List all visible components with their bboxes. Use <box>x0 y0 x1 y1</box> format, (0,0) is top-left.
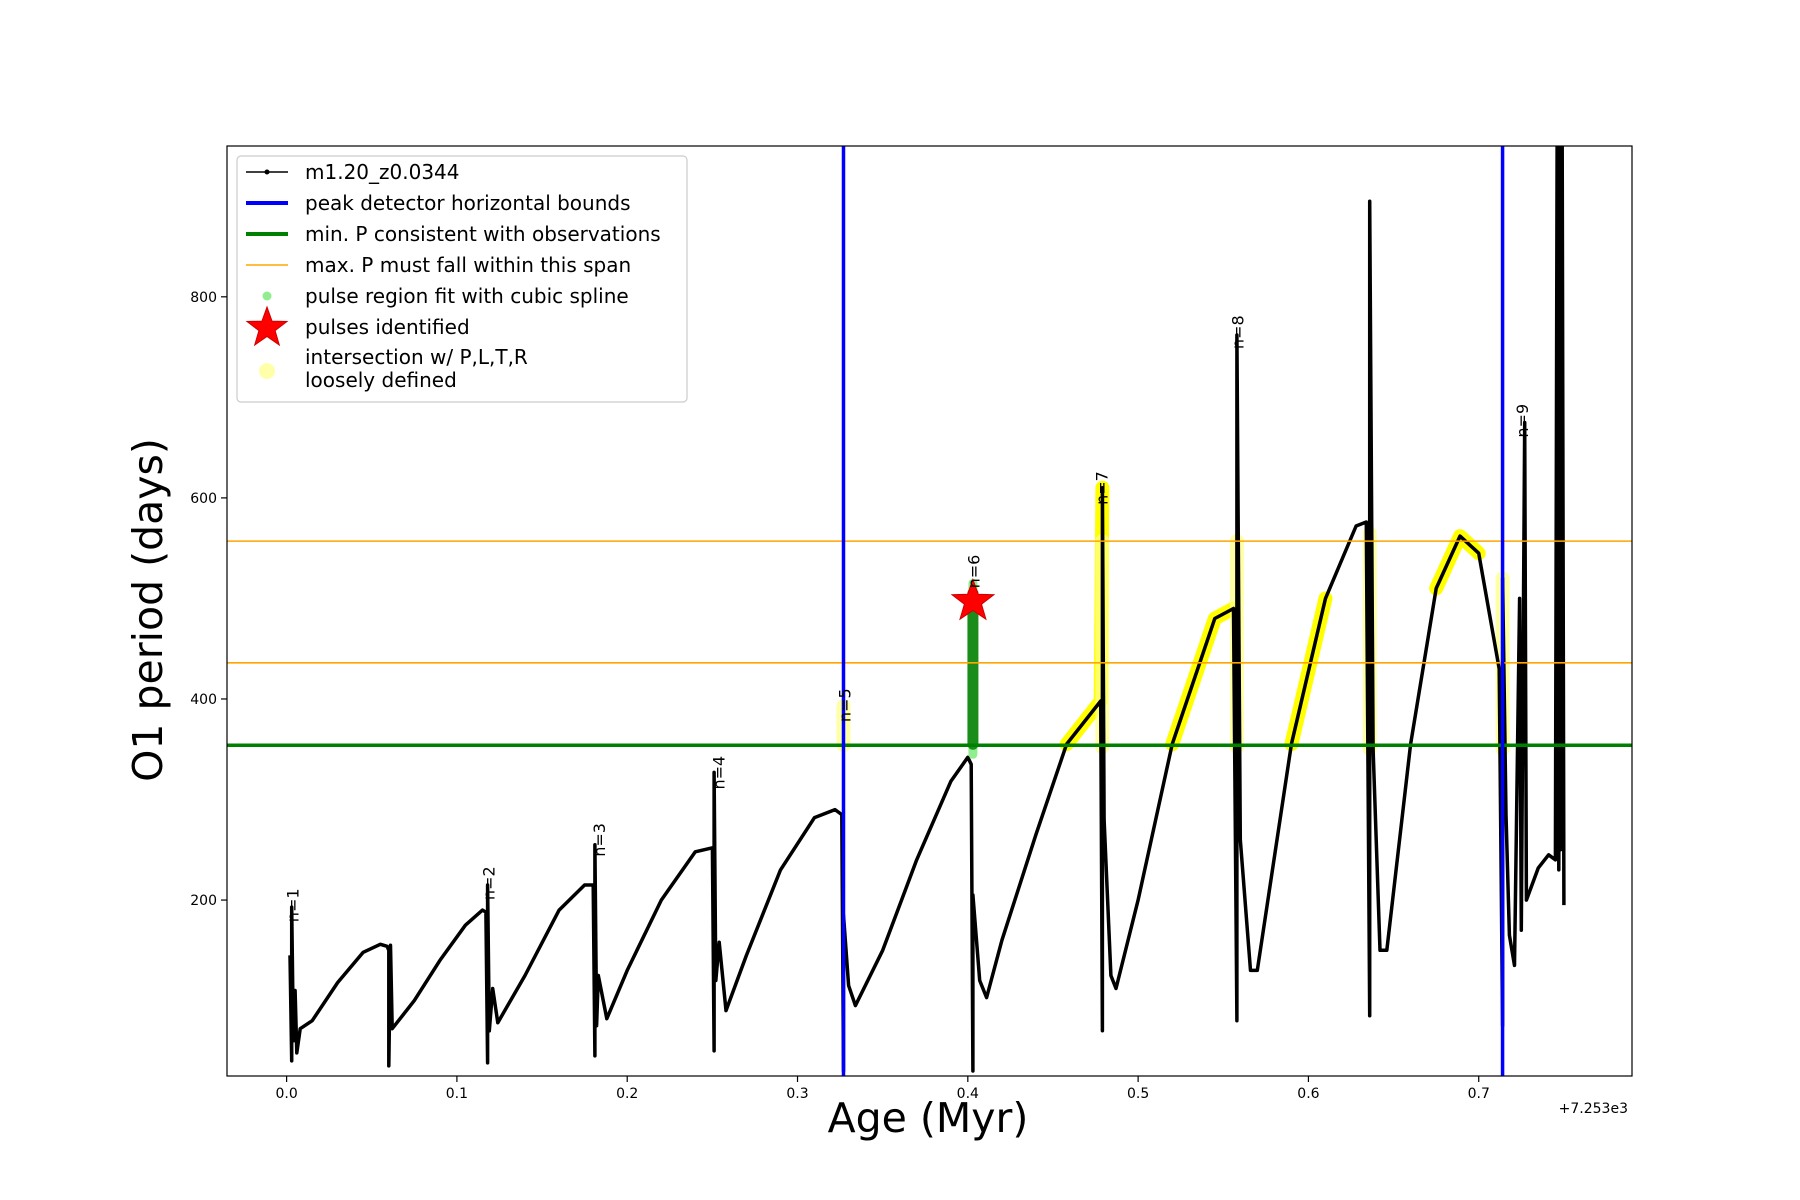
pulse-label-7: n=7 <box>1093 471 1112 505</box>
x-tick-label-6: 0.6 <box>1297 1086 1319 1102</box>
x-axis-label: Age (Myr) <box>828 1094 1029 1142</box>
pulse-label-6: n=6 <box>965 555 984 589</box>
plot-area: n=1 n=2 n=3 n=4 n=5 n=6 n=7 n=8 n=9 <box>227 146 1632 1076</box>
y-tick-label-2: 600 <box>190 491 217 507</box>
pulse-label-9: n=9 <box>1513 404 1532 438</box>
legend-handle-6 <box>259 363 275 379</box>
legend-label-0: m1.20_z0.0344 <box>305 160 460 184</box>
x-tick-label-7: 0.7 <box>1468 1086 1490 1102</box>
legend-label-2: min. P consistent with observations <box>305 222 661 246</box>
x-tick-label-2: 0.2 <box>616 1086 638 1102</box>
pulse-label-8: n=8 <box>1229 315 1248 349</box>
series-line <box>288 146 1566 1073</box>
legend-handle-dot-0 <box>264 169 270 175</box>
pulse-identified-star <box>950 577 996 621</box>
x-tick-label-1: 0.1 <box>446 1086 468 1102</box>
legend-box <box>236 155 688 403</box>
pulse-label-4: n=4 <box>709 756 728 790</box>
x-tick-label-0: 0.0 <box>275 1086 297 1102</box>
legend-label-6-line2: loosely defined <box>305 368 457 392</box>
x-tick-label-5: 0.5 <box>1127 1086 1149 1102</box>
y-tick-label-3: 800 <box>190 290 217 306</box>
legend-handle-4 <box>262 291 272 301</box>
legend-label-6: intersection w/ P,L,T,R <box>305 345 528 369</box>
y-tick-label-1: 400 <box>190 692 217 708</box>
legend-label-4: pulse region fit with cubic spline <box>305 284 629 308</box>
x-offset-label: +7.253e3 <box>1559 1101 1628 1117</box>
legend-label-5: pulses identified <box>305 315 470 339</box>
axes: 0.0 0.1 0.2 0.3 0.4 0.5 0.6 0.7 200 400 600 800 <box>190 290 1490 1102</box>
pulse-label-5: n=5 <box>835 688 854 722</box>
legend-label-1: peak detector horizontal bounds <box>305 191 631 215</box>
pulse-label-2: n=2 <box>479 866 498 900</box>
pulse-label-3: n=3 <box>590 823 609 857</box>
pulse-label-1: n=1 <box>284 888 303 922</box>
plot-frame <box>226 145 1633 1077</box>
y-axis-label: O1 period (days) <box>124 438 172 782</box>
legend-handle-5 <box>245 305 289 347</box>
x-tick-label-4: 0.4 <box>957 1086 979 1102</box>
x-tick-label-3: 0.3 <box>786 1086 808 1102</box>
y-tick-label-0: 200 <box>190 893 217 909</box>
legend-label-3: max. P must fall within this span <box>305 253 631 277</box>
